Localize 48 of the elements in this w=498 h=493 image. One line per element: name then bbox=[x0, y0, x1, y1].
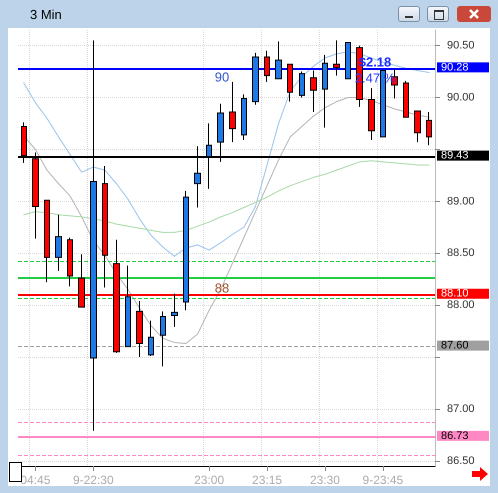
candlestick bbox=[136, 300, 143, 358]
x-tick-label: 9-23:45 bbox=[362, 473, 404, 487]
y-tick-label: 90.00 bbox=[447, 91, 475, 104]
annotation: 90 bbox=[214, 70, 230, 84]
candlestick bbox=[171, 293, 178, 328]
ref-line-label: 87.60 bbox=[441, 340, 469, 352]
x-tick-label: 23:00 bbox=[194, 473, 224, 487]
y-tick-label: 89.00 bbox=[447, 195, 475, 208]
y-tick-label: 88.50 bbox=[447, 247, 475, 260]
candlestick bbox=[264, 50, 270, 82]
candlestick bbox=[125, 265, 131, 348]
candlestick bbox=[183, 190, 189, 311]
y-tick-label: 88.00 bbox=[447, 299, 475, 312]
x-tick-label: 23:15 bbox=[252, 473, 282, 487]
annotation: 88 bbox=[214, 280, 230, 296]
line-series bbox=[23, 51, 430, 257]
y-tick-label: 87.00 bbox=[447, 402, 475, 415]
y-tick-label: 90.50 bbox=[447, 40, 475, 52]
candlestick bbox=[345, 42, 351, 80]
chart-title: 3 Min bbox=[30, 7, 62, 22]
candlestick bbox=[299, 71, 305, 98]
candlestick bbox=[310, 70, 317, 113]
candlestick bbox=[322, 54, 328, 128]
line-series bbox=[23, 160, 430, 233]
candlestick bbox=[426, 112, 432, 146]
candlestick bbox=[148, 320, 154, 356]
x-tick-label: 9-22:30 bbox=[72, 473, 114, 487]
candlestick bbox=[44, 200, 50, 283]
ref-line-label: 88.10 bbox=[441, 288, 469, 300]
candlestick bbox=[414, 110, 421, 143]
candlestick bbox=[403, 80, 409, 118]
candlestick bbox=[275, 40, 282, 80]
candlestick bbox=[229, 81, 236, 143]
candlestick bbox=[102, 165, 108, 288]
ref-line-label: 90.28 bbox=[441, 61, 469, 74]
candlestick bbox=[287, 64, 293, 102]
ref-line-label: 89.43 bbox=[441, 150, 469, 162]
y-tick-label: 86.50 bbox=[447, 454, 475, 467]
x-tick-label: 23:30 bbox=[310, 473, 340, 487]
candlestick bbox=[241, 94, 247, 141]
candlestick bbox=[55, 214, 62, 272]
candlestick bbox=[160, 310, 166, 367]
candlestick bbox=[368, 88, 375, 141]
candlestick bbox=[67, 237, 73, 287]
candlestick bbox=[333, 40, 340, 76]
candlestick bbox=[380, 70, 386, 138]
candlestick bbox=[252, 52, 259, 106]
ref-line-label: 86.73 bbox=[441, 430, 469, 442]
